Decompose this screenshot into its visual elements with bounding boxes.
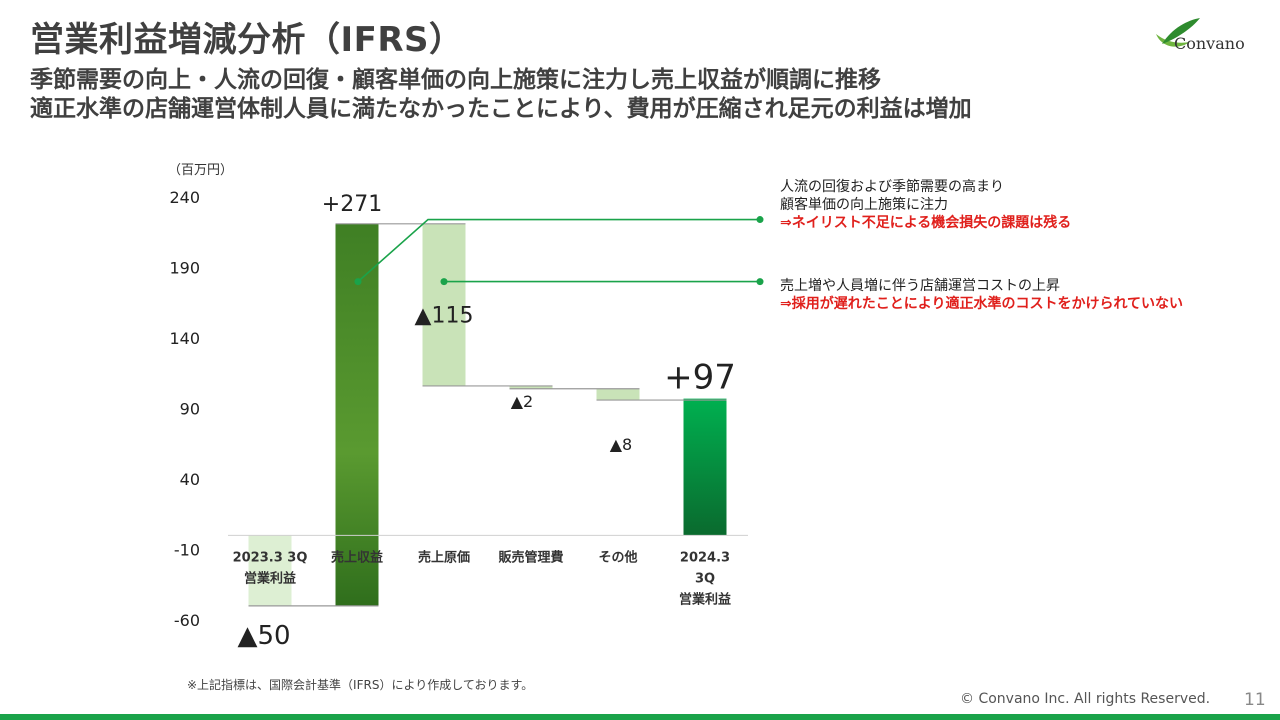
- copyright: © Convano Inc. All rights Reserved.: [960, 691, 1211, 707]
- annotation-revenue: 人流の回復および季節需要の高まり 顧客単価の向上施策に注力 ⇒ネイリスト不足によ…: [780, 178, 1071, 232]
- y-tick-label: 90: [180, 400, 200, 419]
- category-label: 2024.3 3Q 営業利益: [679, 550, 731, 607]
- footnote: ※上記指標は、国際会計基準（IFRS）により作成しております。: [187, 678, 534, 692]
- bar: [509, 385, 553, 389]
- annotation-cost-warning: ⇒採用が遅れたことにより適正水準のコストをかけられていない: [780, 296, 1184, 312]
- annotation-revenue-warning: ⇒ネイリスト不足による機会損失の課題は残る: [780, 215, 1072, 231]
- category-label: 売上収益: [331, 549, 383, 565]
- data-label: +97: [664, 358, 736, 398]
- page-title: 営業利益増減分析（IFRS）: [30, 20, 464, 60]
- bottom-bar: [0, 714, 1280, 720]
- page-number: 11: [1244, 690, 1266, 710]
- bar: [683, 398, 727, 536]
- annotation-cost: 売上増や人員増に伴う店舗運営コストの上昇 ⇒採用が遅れたことにより適正水準のコス…: [780, 277, 1190, 313]
- data-label: ▲50: [237, 621, 290, 651]
- callout-dot: [756, 216, 764, 224]
- callout-dot: [440, 278, 448, 286]
- subtitle-line-2: 適正水準の店舗運営体制人員に満たなかったことにより、費用が圧縮され足元の利益は増…: [30, 96, 972, 122]
- category-label: その他: [598, 549, 637, 565]
- callout-dot: [756, 278, 764, 286]
- annotation-revenue-line-1: 人流の回復および季節需要の高まり: [780, 179, 1004, 195]
- subtitle: 季節需要の向上・人流の回復・顧客単価の向上施策に注力し売上収益が順調に推移 適正…: [30, 66, 972, 124]
- connectors: [248, 223, 727, 607]
- callout-dot: [354, 278, 362, 286]
- category-label: 売上原価: [418, 549, 470, 565]
- y-tick-label: 240: [169, 188, 200, 207]
- bar: [248, 535, 292, 606]
- y-tick-label: 40: [180, 470, 200, 489]
- data-label: ▲115: [415, 304, 474, 329]
- data-label: ▲8: [610, 435, 632, 454]
- y-axis: 240 190 140 90 40 -10 -60: [169, 188, 200, 630]
- annotation-cost-line-1: 売上増や人員増に伴う店舗運営コストの上昇: [780, 278, 1060, 294]
- bars: [248, 223, 727, 606]
- bar: [335, 223, 379, 606]
- x-axis: 2023.3 3Q 営業利益 売上収益 売上原価 販売管理費 その他 2024.3 3Q 営業利…: [228, 534, 748, 607]
- annotation-revenue-line-2: 顧客単価の向上施策に注力: [780, 197, 948, 213]
- y-tick-label: -60: [174, 611, 200, 630]
- company-logo: Convano: [1148, 14, 1268, 56]
- logo-text: Convano: [1174, 34, 1245, 53]
- bar: [422, 223, 466, 386]
- bar: [596, 388, 640, 401]
- category-label: 販売管理費: [498, 549, 563, 565]
- data-label: ▲2: [511, 392, 533, 411]
- leaf-logo-icon: [1156, 18, 1200, 47]
- category-label: 2023.3 3Q 営業利益: [233, 550, 308, 586]
- y-tick-label: 140: [169, 329, 200, 348]
- y-tick-label: -10: [174, 541, 200, 560]
- y-tick-label: 190: [169, 259, 200, 278]
- unit-label: （百万円）: [168, 163, 233, 178]
- data-labels: ▲50 +271 ▲115 ▲2 ▲8 +97: [237, 192, 735, 651]
- callout-line: [357, 218, 760, 283]
- callout-lines: [354, 216, 764, 286]
- data-label: +271: [322, 192, 382, 217]
- subtitle-line-1: 季節需要の向上・人流の回復・顧客単価の向上施策に注力し売上収益が順調に推移: [30, 67, 881, 93]
